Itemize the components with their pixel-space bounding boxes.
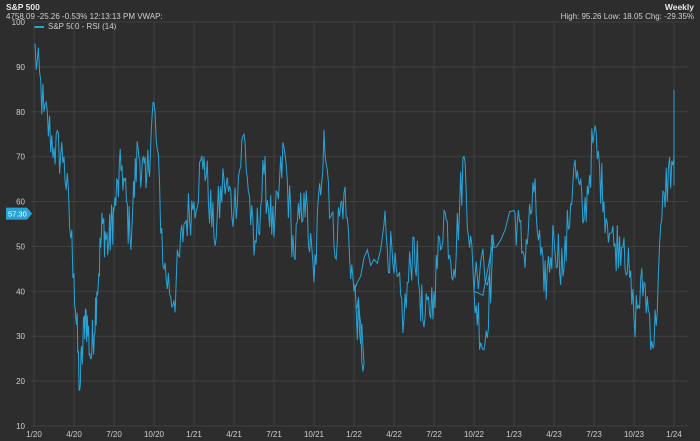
- y-tick-label: 20: [16, 377, 25, 386]
- legend-label: S&P 500 - RSI (14): [48, 22, 117, 31]
- interval-label[interactable]: Weekly: [664, 2, 694, 12]
- x-tick-label: 1/23: [506, 430, 522, 439]
- range-stats: High: 95.26 Low: 18.05 Chg: -29.35%: [560, 12, 694, 21]
- y-axis: 10 20 30 40 50 60 70 80 90 100: [12, 18, 26, 431]
- x-tick-label: 7/22: [426, 430, 442, 439]
- y-tick-label: 10: [16, 422, 25, 431]
- y-tick-label: 100: [12, 18, 26, 27]
- y-tick-label: 80: [16, 108, 25, 117]
- rsi-series-line: [34, 43, 675, 391]
- y-tick-label: 50: [16, 242, 25, 251]
- x-tick-label: 10/21: [304, 430, 325, 439]
- x-tick-label: 1/22: [346, 430, 362, 439]
- chart-title: S&P 500: [6, 2, 40, 12]
- legend-swatch: [34, 25, 44, 28]
- y-tick-label: 70: [16, 153, 25, 162]
- x-axis: 1/20 4/20 7/20 10/20 1/21 4/21 7/21 10/21 1/22 4/…: [26, 430, 682, 439]
- x-tick-label: 4/22: [386, 430, 402, 439]
- x-tick-label: 1/24: [666, 430, 682, 439]
- price-summary: 4758.09 -25.26 -0.53% 12:13:13 PM VWAP:: [6, 12, 163, 21]
- last-value-label: 57.30: [8, 210, 27, 219]
- last-value-marker: 57.30: [6, 207, 32, 220]
- x-tick-label: 1/21: [186, 430, 202, 439]
- legend: S&P 500 - RSI (14): [34, 22, 116, 31]
- x-tick-label: 10/20: [144, 430, 165, 439]
- x-tick-label: 7/21: [266, 430, 282, 439]
- x-tick-label: 10/22: [464, 430, 485, 439]
- y-tick-label: 30: [16, 332, 25, 341]
- y-tick-label: 90: [16, 63, 25, 72]
- x-tick-label: 7/23: [586, 430, 602, 439]
- x-tick-label: 1/20: [26, 430, 42, 439]
- x-tick-label: 4/20: [66, 430, 82, 439]
- grid: [31, 21, 688, 427]
- x-tick-label: 7/20: [106, 430, 122, 439]
- y-tick-label: 40: [16, 287, 25, 296]
- x-tick-label: 10/23: [624, 430, 645, 439]
- y-tick-label: 60: [16, 198, 25, 207]
- x-tick-label: 4/23: [546, 430, 562, 439]
- x-tick-label: 4/21: [226, 430, 242, 439]
